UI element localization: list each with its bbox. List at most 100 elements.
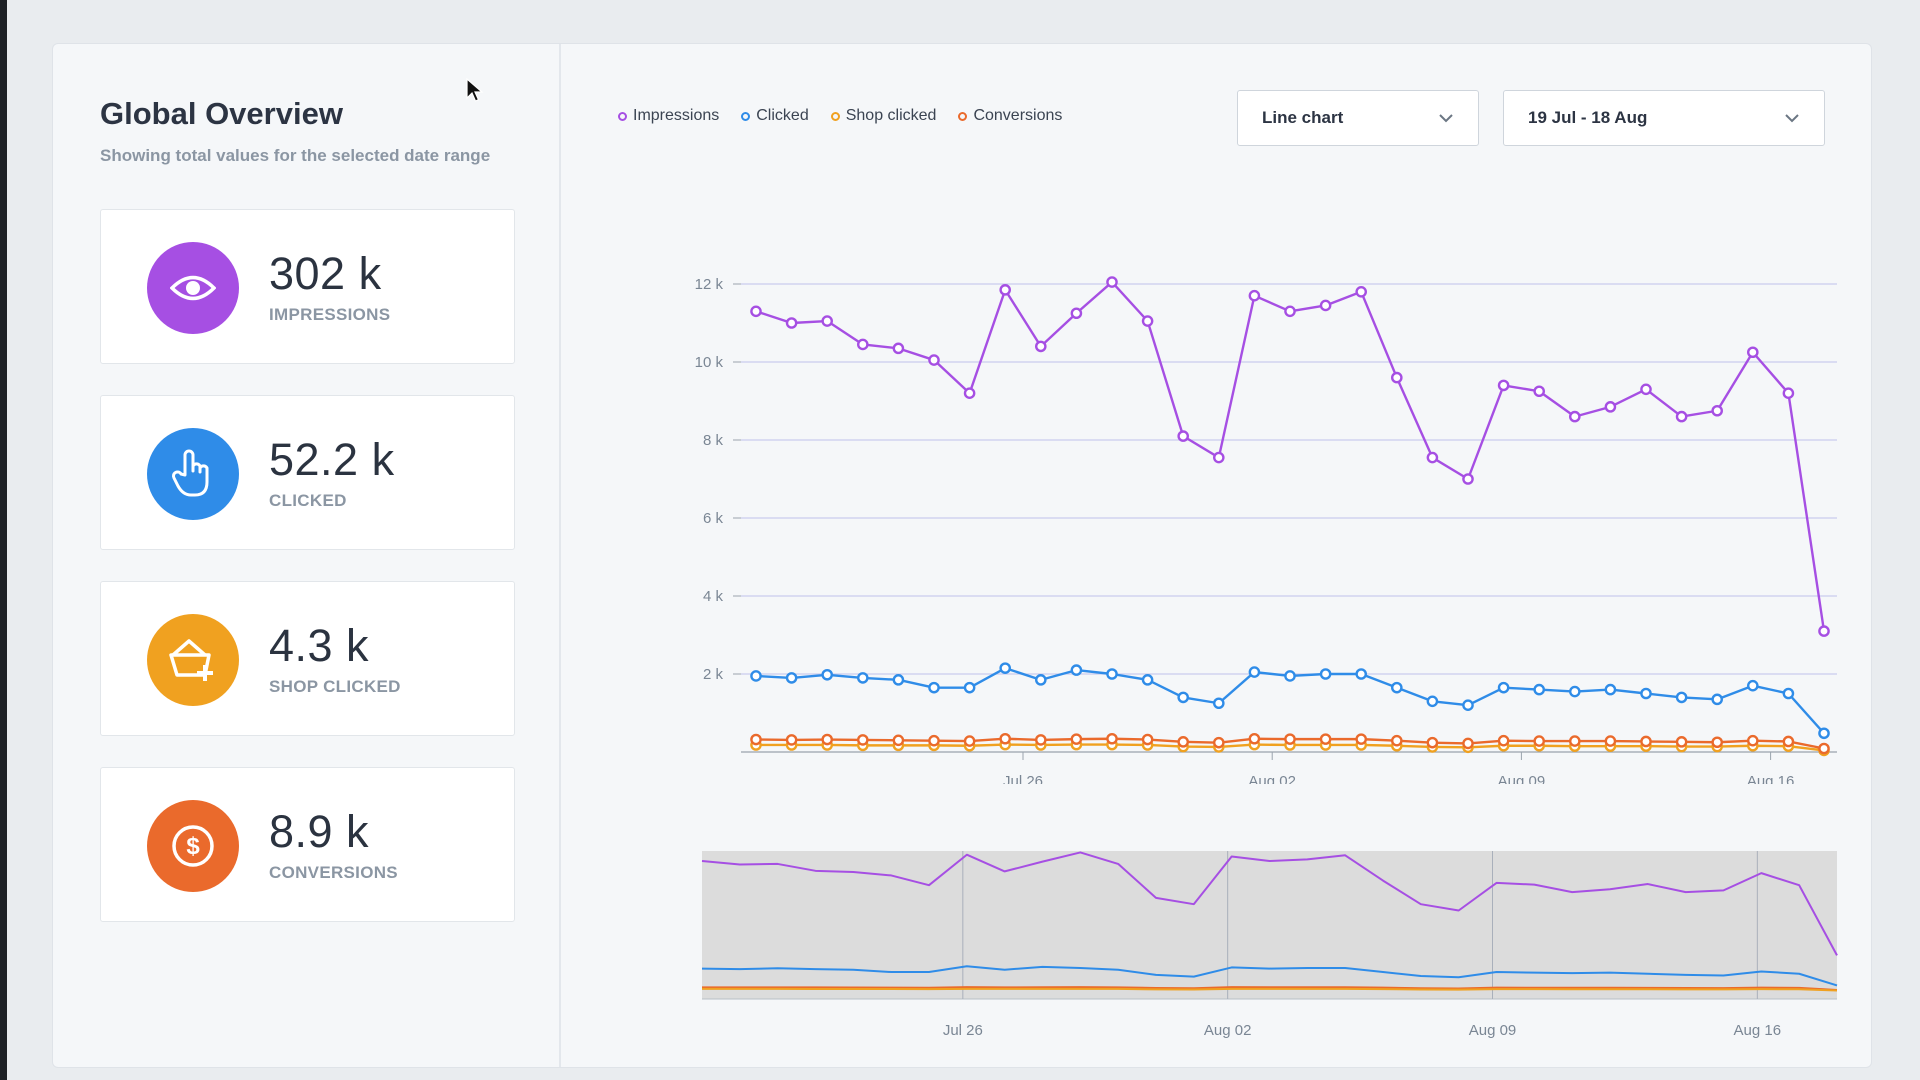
data-point-impressions [821,315,833,327]
legend-label: Impressions [633,107,720,124]
data-point-conversions [1604,735,1617,747]
data-point-conversions [1391,734,1403,747]
y-tick-label: 2 k [703,666,724,683]
kpi-label-conversions: CONVERSIONS [269,863,398,882]
basket-add-icon [147,614,239,706]
overview-sidebar: Global Overview Showing total values for… [53,44,561,1067]
data-point-clicked [1284,670,1296,682]
kpi-card-clicked: 52.2 k CLICKED [100,395,515,550]
navigator-series-conversions [701,986,1838,991]
data-point-clicked [1818,727,1830,740]
data-point-impressions [1533,385,1546,398]
data-point-clicked [1177,691,1190,704]
data-point-clicked [1355,668,1368,680]
data-point-conversions [1533,735,1546,747]
data-point-conversions [1818,742,1830,755]
legend-label: Shop clicked [845,107,937,124]
data-point-conversions [1034,734,1047,746]
navigator-tick-label: Aug 09 [1469,1022,1517,1039]
data-point-conversions [1319,733,1332,745]
legend-label: Conversions [973,107,1063,124]
kpi-value-conversions: 8.9 k [269,806,370,857]
data-point-conversions [856,734,869,746]
legend-item-impressions[interactable]: Impressions [618,107,719,125]
data-point-impressions [1711,404,1723,417]
data-point-clicked [1533,683,1546,696]
legend-item-clicked[interactable]: Clicked [741,107,809,125]
data-point-impressions [1497,379,1510,392]
kpi-value-impressions: 302 k [269,248,382,299]
data-point-impressions [1782,387,1795,399]
legend-label: Clicked [756,107,809,124]
data-point-clicked [1782,687,1795,700]
data-point-conversions [785,734,798,746]
data-point-impressions [1284,305,1296,318]
date-range-value: 19 Jul - 18 Aug [1528,108,1648,127]
navigator-tick-label: Aug 16 [1734,1022,1782,1039]
data-point-impressions [1248,289,1261,302]
data-point-conversions [821,733,833,746]
data-point-impressions [1604,401,1617,413]
data-point-impressions [892,342,905,355]
y-tick-label: 12 k [695,276,724,293]
data-point-clicked [1640,687,1652,700]
data-point-clicked [1034,674,1047,686]
navigator-series-clicked [701,965,1838,987]
legend-item-shop-clicked[interactable]: Shop clicked [830,107,937,125]
data-point-impressions [1355,286,1368,298]
chart-legend: Impressions Clicked Shop clicked Convers… [618,107,1062,125]
data-point-impressions [785,317,798,329]
chart-type-value: Line chart [1262,108,1344,127]
data-point-conversions [999,732,1012,745]
navigator-series-shop-clicked [702,987,1838,992]
legend-item-conversions[interactable]: Conversions [958,107,1062,125]
series-line-impressions [755,280,1826,632]
data-point-clicked [892,674,905,686]
range-navigator[interactable]: Jul 26 Aug 02 Aug 09 Aug 16 [613,799,1843,1049]
data-point-impressions [1426,451,1439,464]
data-point-clicked [856,672,869,684]
data-point-conversions [928,734,940,747]
data-point-clicked [1675,691,1688,704]
data-point-clicked [1248,666,1261,678]
data-point-clicked [1747,679,1759,692]
data-point-clicked [750,670,762,682]
data-point-clicked [1497,681,1510,694]
data-point-impressions [1177,430,1190,442]
data-point-clicked [1141,674,1154,686]
data-point-conversions [1782,735,1795,748]
kpi-value-clicked: 52.2 k [269,434,395,485]
data-point-conversions [1141,733,1154,746]
chevron-down-icon [1785,114,1799,123]
data-point-impressions [1106,276,1118,288]
data-point-impressions [1141,315,1154,327]
navigator-tick-label: Jul 26 [943,1022,983,1039]
data-point-clicked [1569,685,1581,698]
data-point-impressions [1391,371,1403,384]
date-range-select[interactable]: 19 Jul - 18 Aug [1503,90,1825,146]
window-edge [0,0,7,1080]
kpi-label-impressions: IMPRESSIONS [269,305,391,324]
data-point-impressions [1675,410,1688,423]
navigator-tick-label: Aug 02 [1204,1022,1252,1039]
data-point-conversions [750,733,762,746]
data-point-clicked [963,681,976,694]
x-tick-label: Aug 02 [1248,773,1296,784]
kpi-card-impressions: 302 k IMPRESSIONS [100,209,515,364]
data-point-impressions [1747,346,1759,359]
data-point-impressions [1462,473,1474,485]
x-tick-label: Jul 26 [1003,773,1043,784]
data-point-clicked [1319,668,1332,680]
data-point-impressions [1640,383,1652,396]
mouse-cursor-icon [466,78,484,102]
data-point-conversions [1106,732,1118,745]
data-point-conversions [1248,732,1261,745]
data-point-conversions [1070,733,1083,745]
data-point-clicked [1213,697,1225,710]
line-chart[interactable]: 2 k 4 k 6 k 8 k 10 k 12 k Jul 26 Aug 02 Aug 09 Au… [613,224,1843,784]
data-point-impressions [750,305,762,318]
chart-type-select[interactable]: Line chart [1237,90,1479,146]
data-point-clicked [785,672,798,684]
data-point-clicked [928,681,940,694]
data-point-clicked [1106,668,1118,680]
